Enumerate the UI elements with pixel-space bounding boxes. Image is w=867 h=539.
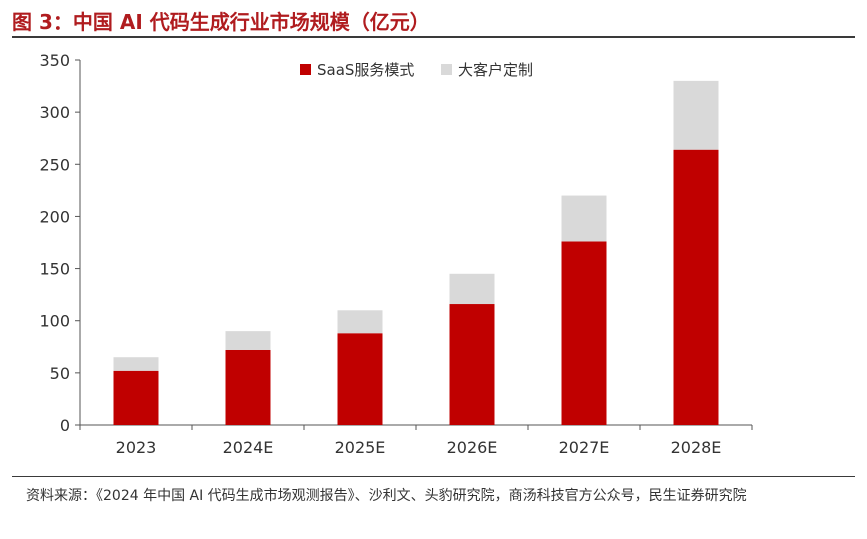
source-note: 资料来源：《2024 年中国 AI 代码生成市场观测报告》、沙利文、头豹研究院，… bbox=[26, 488, 747, 504]
bar-saas bbox=[113, 370, 159, 425]
bar-saas bbox=[225, 349, 271, 425]
y-tick-label: 300 bbox=[39, 103, 70, 122]
legend-label-saas: SaaS服务模式 bbox=[317, 61, 414, 79]
x-tick-label: 2025E bbox=[335, 438, 386, 457]
bars bbox=[113, 80, 719, 425]
bar-custom bbox=[337, 310, 383, 334]
legend-label-custom: 大客户定制 bbox=[458, 61, 533, 79]
legend-swatch-saas bbox=[300, 64, 311, 75]
bar-saas bbox=[337, 333, 383, 425]
x-tick-label: 2023 bbox=[116, 438, 157, 457]
y-tick-label: 200 bbox=[39, 207, 70, 226]
bar-custom bbox=[673, 80, 719, 150]
y-tick-label: 150 bbox=[39, 260, 70, 279]
x-axis: 2023 2024E 2025E 2026E 2027E 2028E bbox=[79, 424, 753, 457]
y-tick-label: 0 bbox=[60, 416, 70, 435]
bar-saas bbox=[673, 149, 719, 425]
y-tick-label: 350 bbox=[39, 51, 70, 70]
title-divider bbox=[12, 36, 855, 38]
page-title: 图 3：中国 AI 代码生成行业市场规模（亿元） bbox=[12, 10, 430, 34]
bar-custom bbox=[561, 195, 607, 242]
bar-custom bbox=[449, 273, 495, 305]
source-divider bbox=[12, 476, 855, 477]
bar-custom bbox=[113, 357, 159, 371]
x-tick-label: 2028E bbox=[671, 438, 722, 457]
bar-custom bbox=[225, 331, 271, 350]
y-axis: 0 50 100 150 200 250 300 350 bbox=[39, 51, 81, 435]
bar-saas bbox=[449, 304, 495, 425]
y-tick-label: 100 bbox=[39, 312, 70, 331]
chart: 0 50 100 150 200 250 300 350 2023 2024E 2025E 2026… bbox=[39, 51, 753, 457]
x-tick-label: 2024E bbox=[223, 438, 274, 457]
legend-swatch-custom bbox=[441, 64, 452, 75]
x-tick-label: 2027E bbox=[559, 438, 610, 457]
y-tick-label: 50 bbox=[50, 364, 70, 383]
legend: SaaS服务模式 大客户定制 bbox=[300, 61, 533, 79]
bar-saas bbox=[561, 241, 607, 425]
y-tick-label: 250 bbox=[39, 155, 70, 174]
x-tick-label: 2026E bbox=[447, 438, 498, 457]
